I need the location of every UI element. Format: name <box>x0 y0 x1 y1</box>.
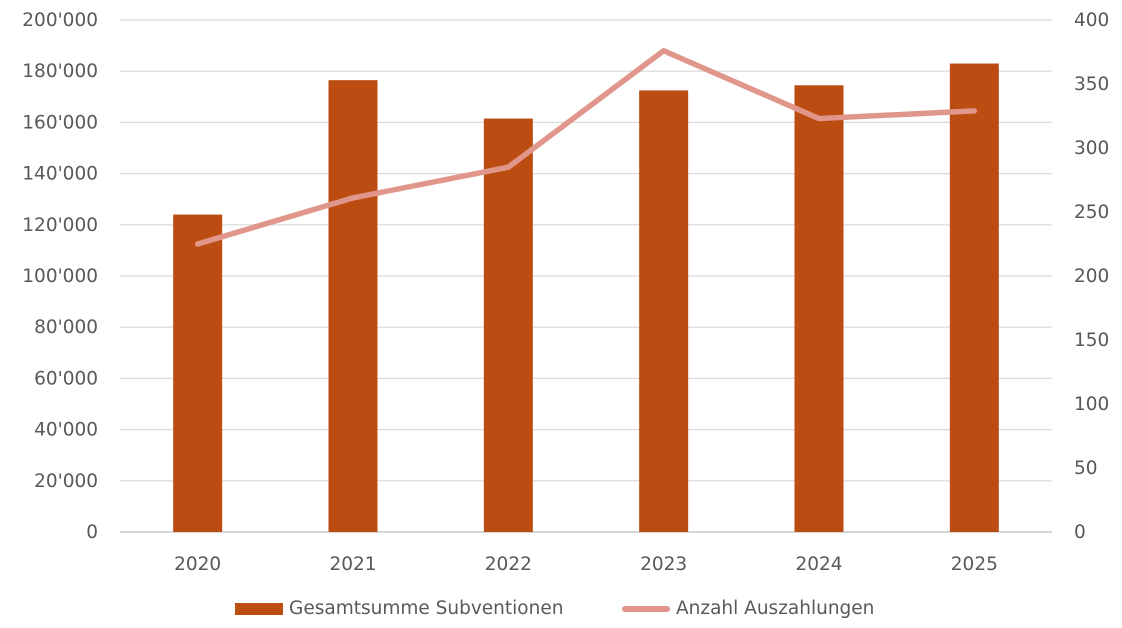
right-tick-label: 200 <box>1074 266 1109 287</box>
x-tick-label: 2023 <box>640 554 687 575</box>
x-tick-label: 2020 <box>174 554 221 575</box>
legend-item-bar: Gesamtsumme Subventionen <box>235 598 563 619</box>
right-axis-tick-labels: 0 50 100 150 200 250 300 350 400 <box>1074 10 1109 543</box>
left-tick-label: 200'000 <box>22 10 98 31</box>
left-tick-label: 20'000 <box>34 471 98 492</box>
bar <box>173 215 222 532</box>
bar <box>484 119 533 532</box>
left-tick-label: 120'000 <box>22 215 98 236</box>
left-tick-label: 0 <box>86 522 98 543</box>
left-tick-label: 180'000 <box>22 61 98 82</box>
x-tick-label: 2021 <box>329 554 376 575</box>
left-tick-label: 60'000 <box>34 368 98 389</box>
left-tick-label: 100'000 <box>22 266 98 287</box>
combo-chart: 0 20'000 40'000 60'000 80'000 100'000 120'000 1… <box>0 0 1122 600</box>
left-tick-label: 80'000 <box>34 317 98 338</box>
bar <box>950 64 999 532</box>
right-tick-label: 250 <box>1074 202 1109 223</box>
left-tick-label: 40'000 <box>34 420 98 441</box>
left-tick-label: 160'000 <box>22 112 98 133</box>
legend-bar-swatch <box>235 603 283 615</box>
legend-line-swatch <box>622 606 670 612</box>
bar <box>795 85 844 532</box>
right-tick-label: 150 <box>1074 330 1109 351</box>
line-series <box>198 51 975 244</box>
left-tick-label: 140'000 <box>22 164 98 185</box>
right-tick-label: 0 <box>1074 522 1086 543</box>
bar <box>639 90 688 532</box>
legend-line-label: Anzahl Auszahlungen <box>676 598 874 619</box>
bar-series <box>173 64 999 532</box>
right-tick-label: 50 <box>1074 458 1098 479</box>
legend-item-line: Anzahl Auszahlungen <box>622 598 874 619</box>
right-tick-label: 100 <box>1074 394 1109 415</box>
gridlines <box>120 20 1052 532</box>
line-path <box>198 51 975 244</box>
right-tick-label: 300 <box>1074 138 1109 159</box>
x-tick-label: 2022 <box>485 554 532 575</box>
right-tick-label: 350 <box>1074 74 1109 95</box>
x-tick-label: 2025 <box>951 554 998 575</box>
x-tick-label: 2024 <box>795 554 842 575</box>
left-axis-tick-labels: 0 20'000 40'000 60'000 80'000 100'000 120'000 1… <box>22 10 98 543</box>
legend: Gesamtsumme Subventionen Anzahl Auszahlu… <box>0 598 1122 628</box>
bar <box>329 80 378 532</box>
legend-bar-label: Gesamtsumme Subventionen <box>289 598 563 619</box>
x-axis-tick-labels: 2020 2021 2022 2023 2024 2025 <box>174 554 998 575</box>
right-tick-label: 400 <box>1074 10 1109 31</box>
